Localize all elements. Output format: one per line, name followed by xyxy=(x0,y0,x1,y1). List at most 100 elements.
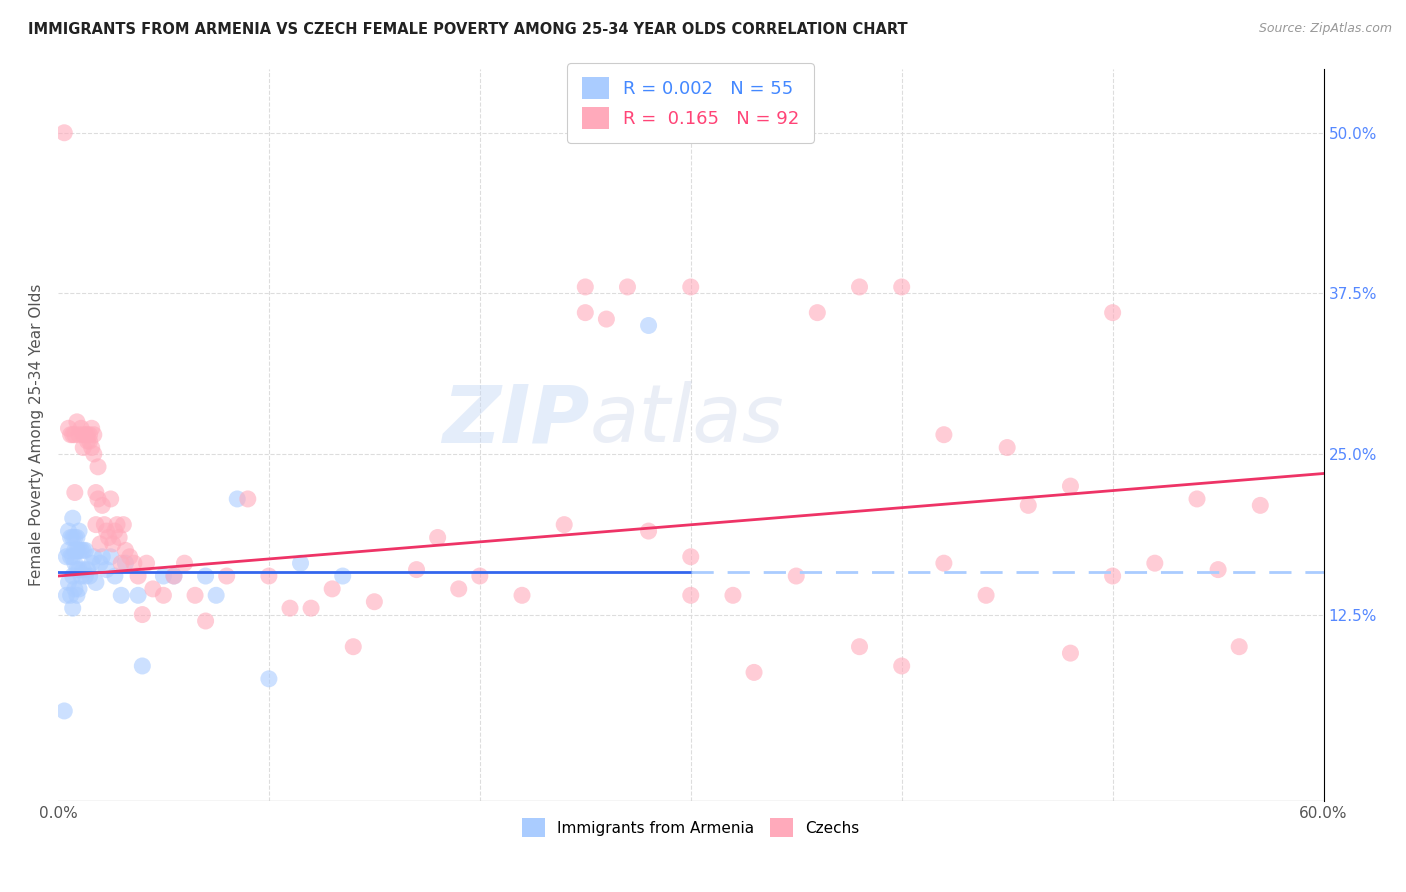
Point xyxy=(890,280,912,294)
Point xyxy=(91,499,114,513)
Point xyxy=(58,421,80,435)
Point xyxy=(76,434,98,449)
Point xyxy=(84,575,107,590)
Point xyxy=(80,556,103,570)
Point xyxy=(595,312,617,326)
Point xyxy=(63,543,86,558)
Point xyxy=(363,595,385,609)
Point xyxy=(53,704,76,718)
Point xyxy=(55,549,77,564)
Point xyxy=(426,531,449,545)
Point xyxy=(59,549,82,564)
Point xyxy=(637,318,659,333)
Point xyxy=(67,427,90,442)
Point xyxy=(63,556,86,570)
Point xyxy=(574,280,596,294)
Text: ZIP: ZIP xyxy=(441,381,589,459)
Point xyxy=(104,569,127,583)
Point xyxy=(59,531,82,545)
Point xyxy=(194,569,217,583)
Point xyxy=(1059,646,1081,660)
Point xyxy=(58,543,80,558)
Point xyxy=(70,543,93,558)
Point xyxy=(1185,491,1208,506)
Point xyxy=(1249,499,1271,513)
Point xyxy=(447,582,470,596)
Point xyxy=(63,582,86,596)
Point xyxy=(205,588,228,602)
Point xyxy=(194,614,217,628)
Point xyxy=(53,126,76,140)
Point xyxy=(616,280,638,294)
Legend: Immigrants from Armenia, Czechs: Immigrants from Armenia, Czechs xyxy=(515,811,868,845)
Y-axis label: Female Poverty Among 25-34 Year Olds: Female Poverty Among 25-34 Year Olds xyxy=(30,284,44,586)
Point xyxy=(75,569,97,583)
Point xyxy=(72,427,94,442)
Point xyxy=(66,543,89,558)
Point xyxy=(1227,640,1250,654)
Point xyxy=(135,556,157,570)
Point xyxy=(257,672,280,686)
Point xyxy=(1059,479,1081,493)
Point xyxy=(62,511,84,525)
Point xyxy=(76,427,98,442)
Point xyxy=(321,582,343,596)
Point xyxy=(62,601,84,615)
Point xyxy=(257,569,280,583)
Point xyxy=(1143,556,1166,570)
Point xyxy=(83,427,105,442)
Point xyxy=(100,549,122,564)
Point xyxy=(76,563,98,577)
Point xyxy=(70,569,93,583)
Point xyxy=(890,659,912,673)
Point xyxy=(848,640,870,654)
Point xyxy=(104,524,127,538)
Point xyxy=(89,556,111,570)
Point xyxy=(62,531,84,545)
Point xyxy=(108,531,131,545)
Point xyxy=(131,607,153,622)
Point xyxy=(80,441,103,455)
Point xyxy=(79,434,101,449)
Point xyxy=(96,524,118,538)
Point xyxy=(1017,499,1039,513)
Point xyxy=(848,280,870,294)
Point xyxy=(55,588,77,602)
Point xyxy=(63,531,86,545)
Point xyxy=(87,491,110,506)
Point xyxy=(110,588,132,602)
Point xyxy=(184,588,207,602)
Point xyxy=(679,549,702,564)
Point xyxy=(67,543,90,558)
Point xyxy=(226,491,249,506)
Point xyxy=(66,415,89,429)
Point xyxy=(236,491,259,506)
Point xyxy=(83,447,105,461)
Point xyxy=(122,556,145,570)
Point xyxy=(112,517,135,532)
Point xyxy=(806,305,828,319)
Point xyxy=(75,427,97,442)
Point xyxy=(66,588,89,602)
Point xyxy=(58,524,80,538)
Point xyxy=(342,640,364,654)
Point xyxy=(96,563,118,577)
Point xyxy=(574,305,596,319)
Point xyxy=(215,569,238,583)
Point xyxy=(405,563,427,577)
Point xyxy=(84,517,107,532)
Point xyxy=(278,601,301,615)
Point xyxy=(163,569,186,583)
Point xyxy=(131,659,153,673)
Point xyxy=(1206,563,1229,577)
Point xyxy=(67,524,90,538)
Point xyxy=(163,569,186,583)
Point xyxy=(105,517,128,532)
Point xyxy=(114,556,136,570)
Point xyxy=(101,537,124,551)
Point xyxy=(79,427,101,442)
Point xyxy=(1101,305,1123,319)
Point xyxy=(114,543,136,558)
Point xyxy=(79,569,101,583)
Point xyxy=(67,582,90,596)
